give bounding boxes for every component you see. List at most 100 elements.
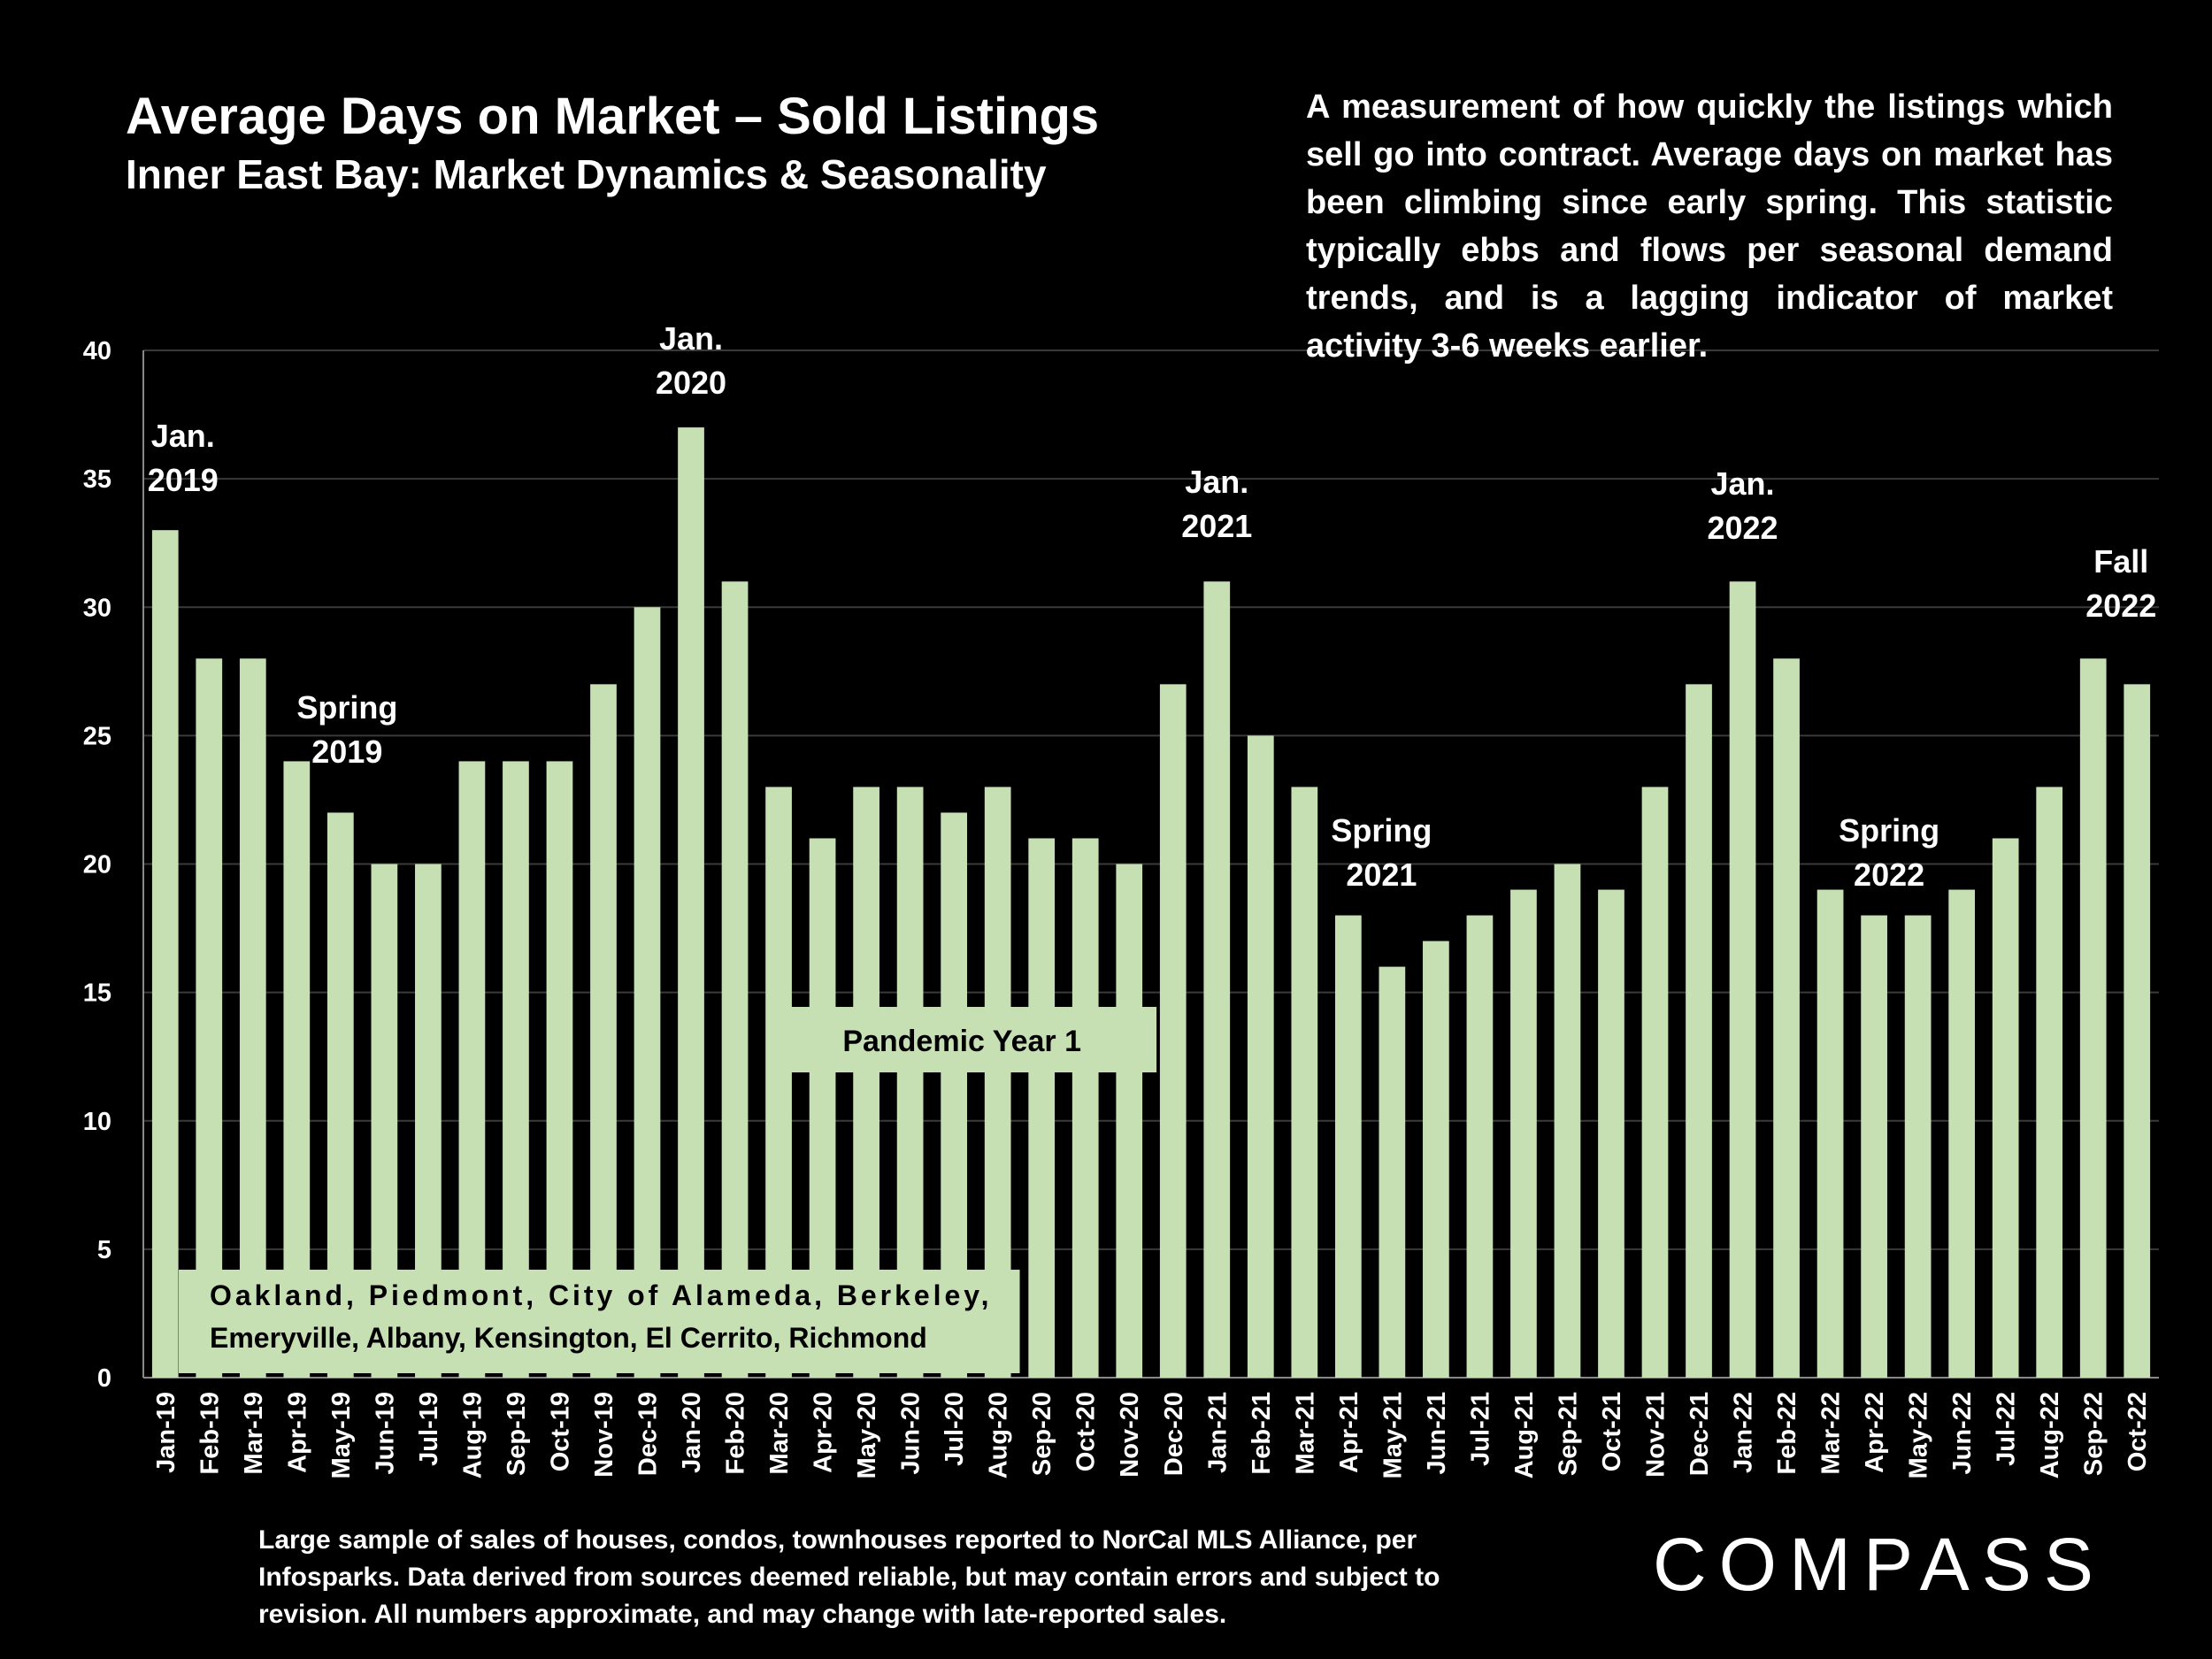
overlays: Oakland, Piedmont, City of Alameda, Berk…: [179, 1007, 1157, 1373]
y-tick-label: 35: [83, 465, 111, 494]
bar: [678, 427, 704, 1379]
season-annotation: 2019: [311, 733, 382, 770]
bar: [1291, 787, 1318, 1378]
x-tick-label: Jul-21: [1466, 1392, 1494, 1466]
season-annotation: 2019: [148, 462, 219, 498]
x-tick-label: Sep-21: [1554, 1392, 1582, 1476]
x-tick-label: Dec-19: [634, 1392, 663, 1476]
bar: [1554, 864, 1581, 1378]
bar: [1203, 581, 1231, 1378]
x-tick-label: Nov-19: [590, 1392, 618, 1478]
x-tick-label: Sep-22: [2080, 1392, 2108, 1476]
x-tick-label: Jan-21: [1203, 1392, 1232, 1473]
x-tick-label: Oct-20: [1072, 1392, 1101, 1471]
x-tick-label: Apr-21: [1335, 1392, 1363, 1473]
x-tick-label: Mar-21: [1291, 1392, 1319, 1475]
bar: [1904, 915, 1932, 1378]
bar: [590, 684, 617, 1378]
bar: [1028, 838, 1056, 1378]
footnote-text: Large sample of sales of houses, condos,…: [258, 1525, 1440, 1629]
season-annotation: Jan.: [151, 418, 215, 454]
x-tick-label: Oct-21: [1598, 1392, 1626, 1471]
season-annotation: 2022: [1707, 510, 1778, 546]
annotations: Jan. 2019 Spring 2019 Jan. 2020 Jan. 2021 Spring…: [148, 320, 2157, 893]
x-tick-label: Nov-20: [1116, 1392, 1144, 1478]
x-tick-label: Jul-20: [941, 1392, 969, 1466]
x-tick-label: Feb-22: [1773, 1392, 1801, 1474]
y-axis: 0 5 10 15 20 25 30 35 40: [83, 337, 111, 1393]
bar: [2079, 658, 2107, 1378]
x-tick-label: Sep-19: [503, 1392, 531, 1476]
x-tick-label: Aug-22: [2036, 1392, 2064, 1479]
bar: [1641, 787, 1669, 1378]
bar: [1729, 581, 1756, 1378]
x-tick-label: Dec-21: [1686, 1392, 1714, 1476]
x-tick-label: Feb-21: [1248, 1392, 1276, 1474]
y-tick-label: 30: [83, 594, 111, 622]
y-tick-label: 5: [97, 1236, 111, 1264]
bar: [2036, 787, 2063, 1378]
season-annotation: Spring: [296, 689, 397, 726]
description-text: A measurement of how quickly the listing…: [1306, 88, 2113, 365]
season-annotation: Jan.: [659, 320, 723, 357]
x-tick-label: May-20: [853, 1392, 881, 1479]
bar: [1071, 838, 1099, 1378]
bar: [2124, 684, 2151, 1378]
x-tick-label: Jun-22: [1948, 1392, 1977, 1474]
y-tick-label: 0: [97, 1364, 111, 1393]
season-annotation: Jan.: [1711, 465, 1775, 502]
bar: [1159, 684, 1187, 1378]
bar: [1379, 966, 1406, 1378]
y-tick-label: 15: [83, 979, 111, 1008]
bar: [1116, 864, 1143, 1378]
y-tick-label: 25: [83, 722, 111, 750]
x-tick-label: Dec-20: [1160, 1392, 1188, 1476]
x-tick-label: Jun-19: [371, 1392, 399, 1474]
season-annotation: 2020: [656, 365, 726, 401]
x-tick-label: Apr-19: [283, 1392, 311, 1473]
pandemic-label: Pandemic Year 1: [842, 1025, 1081, 1058]
pandemic-label-box: [767, 1007, 1157, 1072]
x-axis: Jan-19 Feb-19 Mar-19 Apr-19 May-19 Jun-19 Jul-…: [152, 1392, 2152, 1479]
bar: [634, 607, 661, 1378]
area-label-box: [179, 1270, 1020, 1373]
bar: [1334, 915, 1362, 1378]
x-tick-label: Feb-19: [196, 1392, 224, 1474]
bar: [239, 658, 266, 1378]
bars: [151, 427, 2151, 1379]
bar: [1247, 735, 1274, 1378]
bar: [1598, 889, 1624, 1378]
season-annotation: Jan.: [1185, 464, 1248, 500]
x-tick-label: Apr-22: [1861, 1392, 1889, 1473]
x-tick-label: Apr-20: [810, 1392, 838, 1473]
x-tick-label: May-19: [327, 1392, 356, 1479]
x-tick-label: Jun-21: [1423, 1392, 1451, 1474]
y-tick-label: 10: [83, 1108, 111, 1136]
x-tick-label: Aug-21: [1510, 1392, 1539, 1479]
x-tick-label: Oct-22: [2124, 1392, 2152, 1471]
x-tick-label: Nov-21: [1642, 1392, 1671, 1478]
x-tick-label: Mar-19: [240, 1392, 268, 1475]
x-tick-label: Jan-19: [152, 1392, 180, 1473]
chart-subtitle: Inner East Bay: Market Dynamics & Season…: [126, 151, 1047, 197]
x-tick-label: Jan-22: [1730, 1392, 1758, 1473]
x-tick-label: Oct-19: [546, 1392, 574, 1471]
x-tick-label: Jun-20: [897, 1392, 926, 1474]
x-tick-label: Aug-20: [985, 1392, 1013, 1479]
x-tick-label: Sep-20: [1028, 1392, 1056, 1476]
x-tick-label: Jul-22: [1993, 1392, 2021, 1466]
season-annotation: 2022: [1854, 856, 1924, 893]
bar: [1686, 684, 1712, 1378]
bar: [1773, 658, 1800, 1378]
area-label-line: Oakland, Piedmont, City of Alameda, Berk…: [210, 1279, 989, 1311]
x-tick-label: May-22: [1905, 1392, 1933, 1479]
bar: [1466, 915, 1494, 1378]
season-annotation: 2022: [2085, 588, 2156, 624]
x-tick-label: Jan-20: [678, 1392, 706, 1473]
bar: [721, 581, 749, 1378]
x-tick-label: Mar-20: [765, 1392, 794, 1475]
season-annotation: Fall: [2093, 543, 2148, 580]
bar: [1423, 941, 1449, 1378]
compass-logo: COMPASS: [1653, 1523, 2106, 1606]
